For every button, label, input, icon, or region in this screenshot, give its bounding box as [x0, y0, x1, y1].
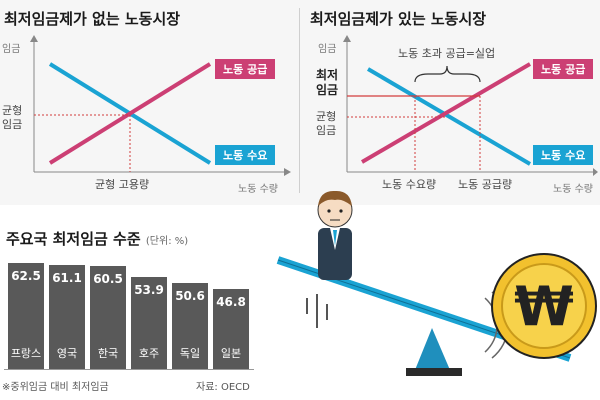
right-x-axis-label: 노동 수량: [553, 184, 593, 195]
bar-category-label: 독일: [179, 347, 201, 360]
left-y-axis-label: 임금: [2, 44, 21, 55]
bar: [131, 277, 167, 369]
right-y-axis-arrow: [343, 35, 351, 42]
left-equilibrium-quantity-label: 균형 고용량: [95, 178, 150, 191]
left-x-axis-arrow: [284, 168, 291, 176]
bar: [213, 289, 249, 369]
bar-chart-title: 주요국 최저임금 수준 (단위: %): [6, 228, 188, 249]
right-quantity-demanded-label: 노동 수요량: [382, 178, 437, 191]
seesaw-fulcrum: [415, 328, 450, 370]
seesaw-illustration: ₩: [276, 190, 597, 376]
right-chart-title: 최저임금제가 있는 노동시장: [310, 10, 487, 28]
right-surplus-label: 노동 초과 공급=실업: [398, 47, 496, 60]
businessman-hair: [318, 190, 352, 206]
left-chart-title: 최저임금제가 없는 노동시장: [4, 10, 181, 28]
right-equilibrium-wage-label: 균형 임금: [316, 110, 337, 137]
right-supply-tag: 노동 공급: [533, 59, 594, 79]
right-surplus-bracket: [414, 65, 481, 83]
left-y-axis-arrow: [30, 35, 38, 42]
right-demand-curve: [366, 67, 532, 166]
won-symbol-icon: ₩: [514, 275, 574, 338]
bar-category-label: 일본: [220, 347, 242, 360]
bar: [172, 283, 208, 369]
panel-divider: [299, 8, 300, 193]
left-x-axis-label: 노동 수량: [238, 184, 278, 195]
bar-chart-note: ※중위임금 대비 최저임금: [2, 382, 109, 393]
bar-chart-baseline: [4, 369, 254, 370]
businessman-eye: [339, 209, 343, 213]
bar-chart-source: 자료: OECD: [196, 382, 250, 393]
right-x-axis-arrow: [593, 168, 598, 176]
top-panel: [0, 0, 600, 205]
businessman-tie: [333, 230, 337, 246]
bar-value-label: 60.5: [93, 272, 123, 286]
bar-category-label: 한국: [97, 347, 119, 360]
left-supply-curve: [48, 62, 212, 165]
right-minimum-wage-label: 최저 임금: [316, 68, 339, 97]
bar-chart-title-text: 주요국 최저임금 수준: [6, 230, 141, 248]
businessman-body: [318, 228, 352, 280]
bar: [8, 263, 44, 369]
bar-value-label: 46.8: [216, 295, 246, 309]
businessman-eye: [327, 209, 331, 213]
left-equilibrium-wage-label: 균형 임금: [2, 104, 23, 131]
bar-category-label: 영국: [56, 347, 78, 360]
bar-value-label: 61.1: [52, 271, 82, 285]
bar-value-label: 62.5: [11, 269, 41, 283]
bar-value-label: 50.6: [175, 289, 205, 303]
left-supply-tag: 노동 공급: [215, 59, 276, 79]
right-y-axis-label: 임금: [318, 44, 337, 55]
bar-category-label: 프랑스: [10, 347, 42, 360]
bar-chart-unit: (단위: %): [145, 236, 189, 247]
left-demand-tag: 노동 수요: [215, 145, 276, 165]
right-supply-demand-plot: [343, 35, 598, 176]
right-supply-curve: [360, 62, 532, 164]
bar: [90, 266, 126, 369]
seesaw-base: [406, 368, 462, 376]
bar: [49, 265, 85, 369]
right-demand-tag: 노동 수요: [533, 145, 594, 165]
right-quantity-supplied-label: 노동 공급량: [458, 178, 513, 191]
won-coin-inner: [501, 263, 587, 349]
bar-category-label: 호주: [138, 347, 160, 360]
bar-value-label: 53.9: [134, 283, 164, 297]
left-supply-demand-plot: [30, 35, 291, 176]
